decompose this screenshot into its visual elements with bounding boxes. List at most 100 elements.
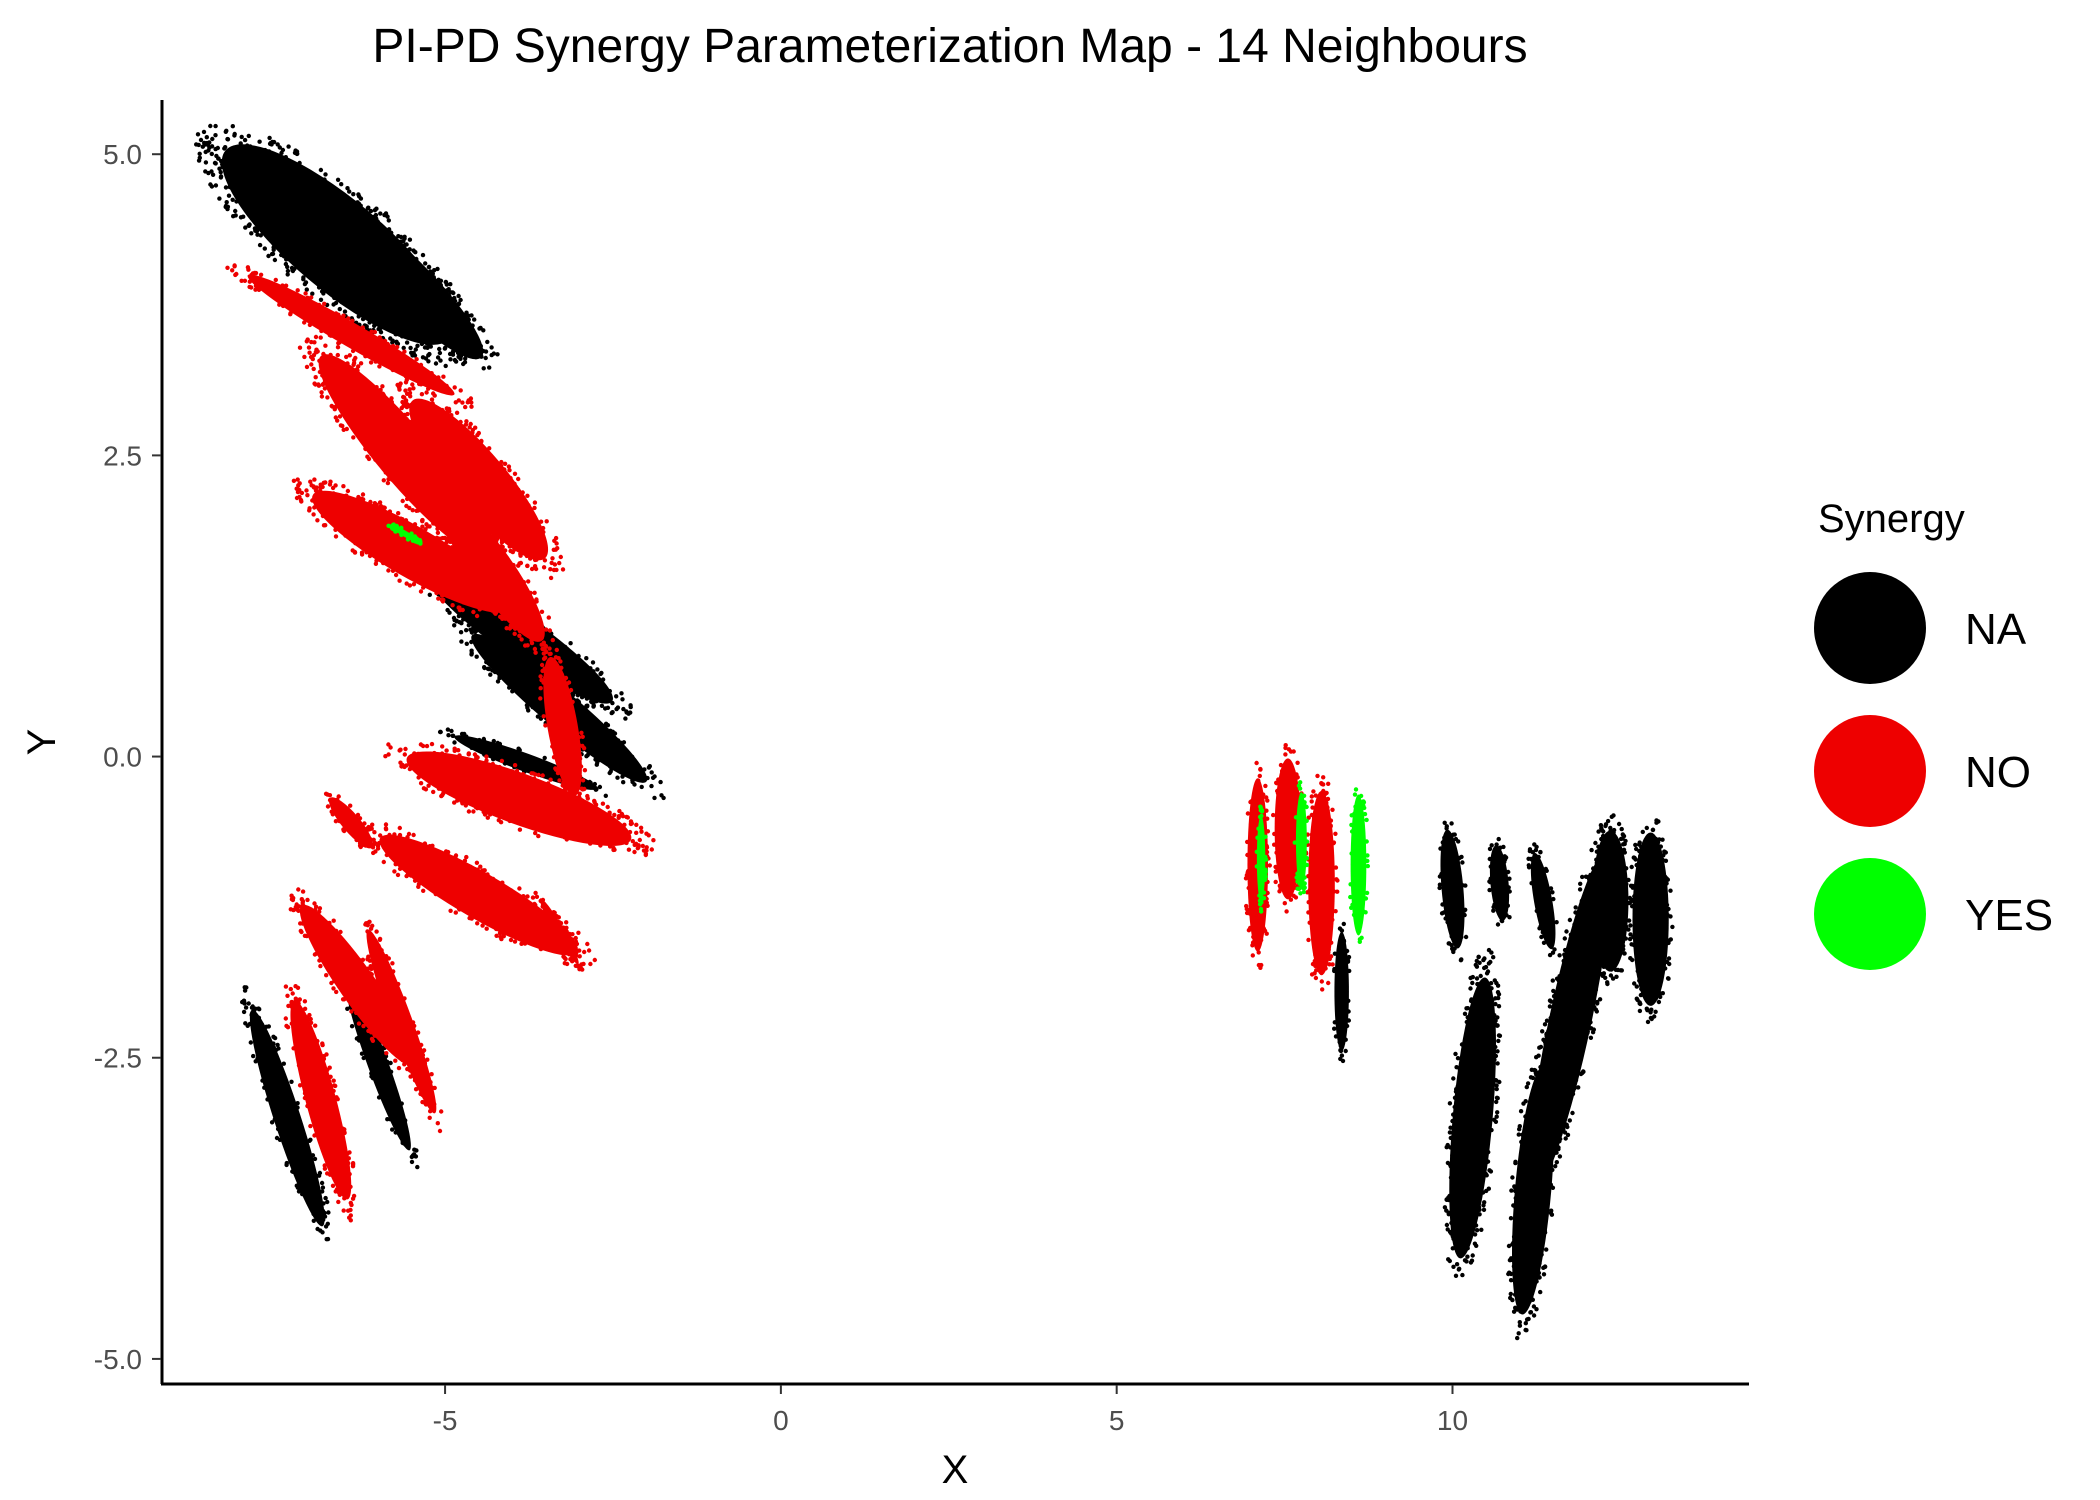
- data-point: [1331, 840, 1337, 845]
- data-point: [1318, 792, 1323, 797]
- data-point: [389, 234, 395, 240]
- data-point: [1536, 854, 1541, 860]
- data-point: [1490, 998, 1495, 1003]
- data-point: [474, 613, 480, 619]
- data-point: [329, 980, 334, 986]
- data-point: [473, 867, 478, 872]
- data-point: [437, 729, 443, 735]
- data-point: [492, 607, 497, 612]
- data-point: [1254, 849, 1260, 854]
- data-point: [411, 582, 417, 587]
- data-point: [295, 288, 300, 293]
- data-point: [286, 144, 291, 149]
- data-point: [412, 878, 418, 883]
- data-point: [344, 354, 349, 360]
- data-point: [444, 598, 449, 603]
- data-point: [368, 360, 374, 365]
- data-point: [257, 242, 263, 248]
- data-point: [1257, 893, 1262, 898]
- data-point: [379, 325, 384, 330]
- data-point: [639, 829, 644, 834]
- data-point: [452, 357, 458, 363]
- data-point: [1281, 767, 1287, 773]
- data-point: [1454, 1262, 1460, 1267]
- data-point: [198, 137, 204, 143]
- data-point: [1518, 1200, 1524, 1205]
- data-point: [499, 459, 504, 465]
- data-point: [1538, 1068, 1543, 1074]
- point-cluster-body: [1308, 790, 1335, 976]
- data-point: [391, 306, 396, 312]
- data-point: [412, 522, 418, 527]
- data-point: [641, 848, 647, 853]
- data-point: [642, 767, 647, 772]
- data-point: [577, 791, 582, 796]
- data-point: [283, 155, 288, 160]
- data-point: [314, 1173, 319, 1179]
- data-point: [650, 775, 656, 780]
- data-point: [1650, 827, 1656, 832]
- data-point: [340, 423, 345, 429]
- data-point: [349, 251, 354, 256]
- data-point: [612, 812, 617, 818]
- data-point: [463, 312, 468, 317]
- data-point: [1518, 1297, 1523, 1303]
- data-point: [479, 439, 484, 444]
- data-point: [546, 781, 551, 786]
- data-point: [1319, 979, 1325, 984]
- data-point: [1491, 1013, 1496, 1018]
- x-tick-label: 0: [773, 1405, 789, 1436]
- data-point: [242, 137, 248, 143]
- data-point: [1589, 934, 1595, 939]
- data-point: [578, 659, 584, 665]
- data-point: [1511, 1264, 1517, 1269]
- data-point: [325, 1067, 330, 1073]
- data-point: [280, 283, 285, 288]
- data-point: [1275, 791, 1281, 796]
- data-point: [1523, 1114, 1528, 1119]
- data-point: [1530, 1158, 1536, 1164]
- data-point: [438, 278, 444, 283]
- data-point: [488, 672, 493, 677]
- data-point: [1531, 1105, 1536, 1111]
- data-point: [1258, 804, 1263, 809]
- data-point: [566, 952, 572, 957]
- data-point: [1588, 1035, 1594, 1041]
- data-point: [288, 986, 293, 992]
- data-point: [249, 272, 254, 278]
- data-point: [285, 272, 290, 277]
- data-point: [407, 387, 412, 392]
- data-point: [300, 903, 306, 908]
- data-point: [408, 425, 414, 431]
- data-point: [418, 362, 424, 368]
- data-point: [258, 233, 263, 238]
- data-point: [446, 533, 451, 538]
- data-point: [1623, 838, 1628, 844]
- data-point: [1507, 889, 1512, 894]
- data-point: [253, 270, 259, 276]
- data-point: [477, 607, 482, 612]
- data-point: [244, 205, 250, 211]
- data-point: [1304, 839, 1310, 844]
- data-point: [1263, 857, 1269, 862]
- data-point: [1534, 908, 1540, 914]
- data-point: [1553, 1164, 1558, 1169]
- data-point: [1363, 910, 1368, 915]
- data-point: [381, 226, 386, 231]
- data-point: [400, 328, 406, 333]
- data-point: [474, 345, 479, 350]
- point-cluster-body: [1530, 853, 1556, 950]
- point-cluster: [288, 887, 430, 1082]
- data-point: [380, 391, 386, 396]
- data-point: [1293, 895, 1299, 900]
- data-point: [420, 1099, 425, 1105]
- data-point: [1309, 812, 1315, 818]
- data-point: [401, 345, 406, 351]
- data-point: [595, 760, 600, 765]
- data-point: [403, 374, 409, 379]
- data-point: [1518, 1309, 1523, 1314]
- data-point: [1470, 980, 1475, 986]
- data-point: [532, 557, 538, 563]
- data-point: [339, 300, 344, 305]
- data-point: [460, 499, 465, 505]
